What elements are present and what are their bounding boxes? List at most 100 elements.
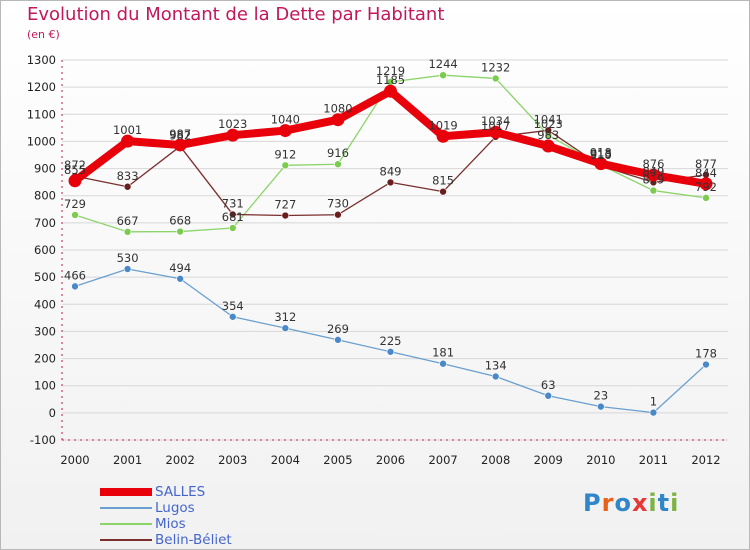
- data-label-salles: 844: [695, 166, 717, 180]
- y-tick-label: 100: [34, 379, 56, 393]
- data-point-lugos: [439, 359, 447, 368]
- x-tick-label: 2000: [60, 453, 89, 467]
- data-label-lugos: 466: [64, 268, 86, 282]
- legend-item: Lugos: [100, 500, 232, 516]
- data-label-belin-b-liet: 877: [695, 157, 717, 171]
- data-point-salles: [436, 129, 450, 143]
- legend-swatch: [100, 539, 152, 541]
- y-tick-label: 300: [34, 324, 56, 338]
- data-point-salles: [594, 157, 608, 171]
- y-tick-label: 600: [34, 243, 56, 257]
- data-label-salles: 987: [169, 127, 191, 141]
- data-label-lugos: 530: [117, 251, 139, 265]
- data-point-belin-b-liet: [544, 126, 553, 135]
- data-label-lugos: 63: [541, 378, 556, 392]
- data-point-lugos: [71, 282, 79, 291]
- data-point-mios: [649, 186, 658, 195]
- x-tick-label: 2004: [271, 453, 300, 467]
- data-label-salles: 1019: [428, 118, 457, 132]
- x-tick-label: 2007: [428, 453, 457, 467]
- data-label-mios: 1219: [376, 64, 405, 78]
- chart-title: Evolution du Montant de la Dette par Hab…: [27, 4, 445, 25]
- y-tick-label: 800: [34, 189, 56, 203]
- data-label-lugos: 181: [432, 346, 454, 360]
- x-tick-label: 2008: [481, 453, 510, 467]
- data-point-salles: [646, 168, 660, 182]
- legend-label: Belin-Béliet: [155, 532, 232, 548]
- y-tick-label: 700: [34, 216, 56, 230]
- data-point-salles: [331, 113, 345, 127]
- data-point-salles: [489, 125, 503, 139]
- data-label-belin-b-liet: 727: [274, 198, 296, 212]
- data-point-lugos: [491, 372, 500, 381]
- data-label-belin-b-liet: 730: [327, 197, 349, 211]
- x-tick-label: 2005: [323, 453, 352, 467]
- data-point-salles: [121, 134, 135, 148]
- y-tick-label: -100: [30, 433, 56, 447]
- data-point-belin-b-liet: [334, 210, 342, 219]
- data-label-salles: 1040: [271, 113, 300, 127]
- y-tick-label: 900: [34, 162, 56, 176]
- legend-label: SALLES: [155, 484, 206, 500]
- legend-swatch: [100, 488, 152, 496]
- data-point-lugos: [544, 391, 553, 400]
- data-point-lugos: [334, 336, 342, 344]
- data-point-salles: [278, 124, 292, 138]
- data-point-belin-b-liet: [281, 211, 290, 220]
- data-label-salles: 983: [537, 128, 559, 142]
- data-label-lugos: 312: [274, 310, 296, 324]
- x-tick-label: 2010: [586, 453, 615, 467]
- data-point-belin-b-liet: [439, 187, 447, 196]
- data-label-mios: 1232: [481, 60, 510, 74]
- data-point-mios: [281, 161, 290, 170]
- data-point-salles: [541, 139, 555, 153]
- data-point-mios: [228, 224, 237, 232]
- legend: SALLES Lugos Mios Belin-Béliet: [100, 484, 232, 548]
- data-label-salles: 1185: [376, 73, 405, 87]
- legend-swatch: [100, 523, 152, 525]
- legend-label: Lugos: [155, 500, 195, 516]
- data-label-mios: 1244: [428, 57, 457, 71]
- data-label-salles: 876: [642, 157, 664, 171]
- data-label-mios: 667: [117, 214, 139, 228]
- data-label-belin-b-liet: 1017: [481, 119, 510, 133]
- data-point-belin-b-liet: [123, 182, 132, 191]
- legend-item: Belin-Béliet: [100, 532, 232, 548]
- data-label-salles: 1001: [113, 123, 142, 137]
- x-tick-label: 2006: [376, 453, 405, 467]
- data-label-mios: 912: [274, 147, 296, 161]
- x-tick-label: 2001: [113, 453, 142, 467]
- data-point-mios: [334, 160, 342, 169]
- data-point-mios: [491, 74, 500, 83]
- y-tick-label: 1300: [27, 53, 56, 67]
- data-point-lugos: [228, 312, 237, 321]
- data-label-belin-b-liet: 849: [380, 164, 402, 178]
- data-point-mios: [176, 227, 184, 236]
- y-tick-label: 400: [34, 297, 56, 311]
- data-label-mios: 792: [695, 180, 717, 194]
- y-tick-label: 0: [49, 406, 56, 420]
- x-tick-label: 2002: [166, 453, 195, 467]
- data-label-lugos: 354: [222, 299, 244, 313]
- legend-item: SALLES: [100, 484, 232, 500]
- data-label-lugos: 178: [695, 347, 717, 361]
- data-point-belin-b-liet: [228, 210, 237, 219]
- data-label-belin-b-liet: 815: [432, 174, 454, 188]
- data-label-lugos: 494: [169, 261, 191, 275]
- data-label-mios: 668: [169, 214, 191, 228]
- data-label-mios: 1023: [534, 117, 563, 131]
- data-label-belin-b-liet: 1041: [534, 112, 563, 126]
- data-label-mios: 913: [590, 147, 612, 161]
- data-point-lugos: [649, 408, 658, 417]
- legend-label: Mios: [155, 516, 186, 532]
- data-label-belin-b-liet: 872: [64, 158, 86, 172]
- data-label-belin-b-liet: 833: [117, 169, 139, 183]
- data-label-lugos: 134: [485, 358, 507, 372]
- data-point-mios: [123, 228, 132, 236]
- y-tick-label: 1100: [27, 107, 56, 121]
- legend-item: Mios: [100, 516, 232, 532]
- data-label-lugos: 23: [594, 389, 609, 403]
- x-tick-label: 2012: [691, 453, 720, 467]
